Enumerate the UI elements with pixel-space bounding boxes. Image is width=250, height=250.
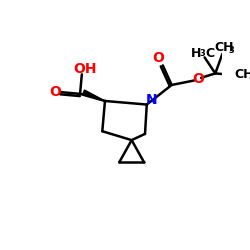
- Text: 3: 3: [200, 49, 206, 58]
- Text: CH: CH: [234, 68, 250, 81]
- Text: O: O: [152, 51, 164, 65]
- Text: CH: CH: [214, 41, 234, 54]
- Polygon shape: [83, 90, 105, 101]
- Text: O: O: [49, 85, 61, 99]
- Text: N: N: [146, 93, 157, 107]
- Text: OH: OH: [74, 62, 97, 76]
- Text: O: O: [192, 72, 204, 86]
- Text: H: H: [190, 47, 201, 60]
- Text: C: C: [206, 47, 214, 60]
- Text: 3: 3: [248, 72, 250, 82]
- Text: 3: 3: [228, 46, 234, 55]
